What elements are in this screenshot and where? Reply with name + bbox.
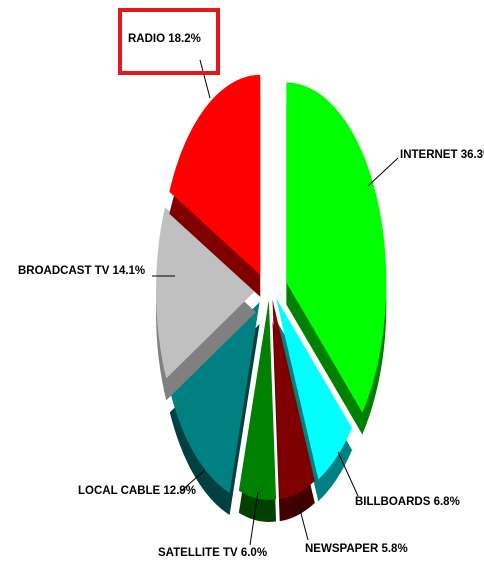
slice-billboards bbox=[276, 297, 353, 502]
leader-line-local-cable bbox=[179, 469, 206, 493]
slice-top-broadcast-tv bbox=[156, 207, 257, 379]
slice-satellite-tv bbox=[238, 299, 277, 522]
slice-top-satellite-tv bbox=[238, 299, 277, 500]
leader-line-newspaper bbox=[297, 501, 309, 541]
slice-newspaper bbox=[272, 299, 315, 522]
highlight-box-radio bbox=[118, 8, 220, 75]
leader-line-satellite-tv bbox=[249, 491, 259, 546]
leader-line-internet bbox=[367, 157, 399, 187]
labels-layer: INTERNET 36.3% BILLBOARDS 6.8% NEWSPAPER 5… bbox=[18, 8, 484, 559]
label-radio: RADIO 18.2% bbox=[128, 33, 201, 45]
leader-line-billboards bbox=[337, 451, 359, 497]
slice-local-cable bbox=[169, 302, 260, 515]
slice-broadcast-tv bbox=[156, 207, 257, 401]
leader-line-radio bbox=[199, 59, 211, 99]
slice-internet bbox=[286, 82, 387, 435]
label-satellite-tv: SATELLITE TV 6.0% bbox=[158, 547, 267, 559]
slice-top-radio bbox=[169, 74, 261, 275]
slice-top-local-cable bbox=[169, 302, 260, 493]
label-billboards: BILLBOARDS 6.8% bbox=[355, 496, 460, 508]
slice-top-newspaper bbox=[272, 299, 315, 500]
label-local-cable: LOCAL CABLE 12.9% bbox=[78, 485, 196, 497]
slice-top-internet bbox=[286, 82, 387, 413]
label-newspaper: NEWSPAPER 5.8% bbox=[305, 543, 408, 555]
slice-top-billboards bbox=[276, 297, 353, 480]
label-broadcast-tv: BROADCAST TV 14.1% bbox=[18, 265, 145, 277]
label-internet: INTERNET 36.3% bbox=[400, 149, 484, 161]
slice-radio bbox=[169, 74, 261, 297]
slices-layer bbox=[156, 74, 387, 522]
